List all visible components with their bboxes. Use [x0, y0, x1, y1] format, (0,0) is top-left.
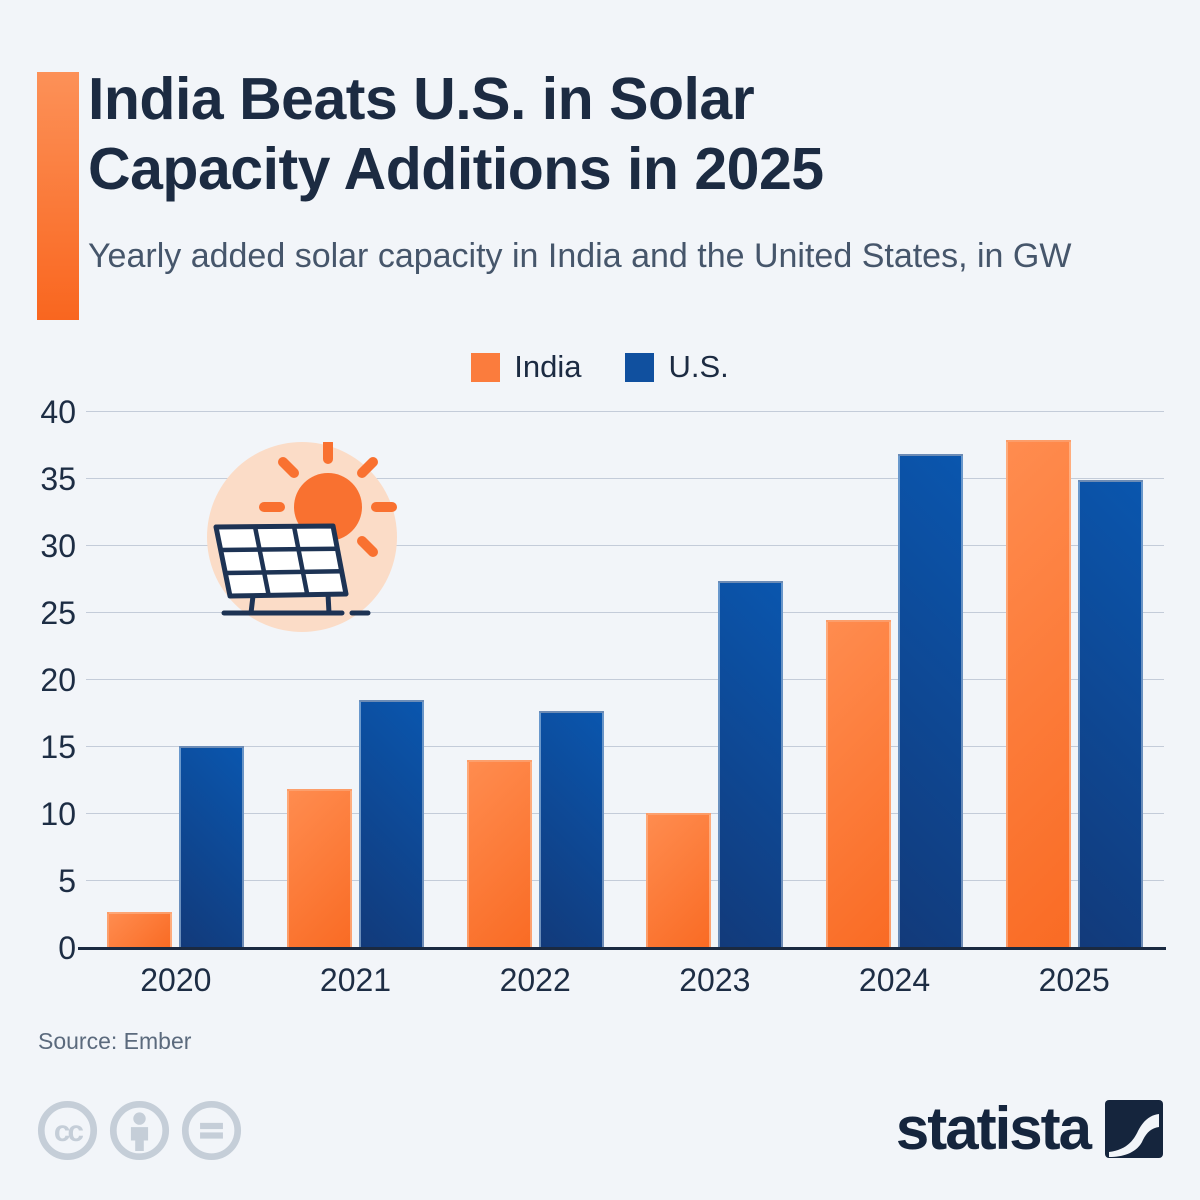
y-axis-tick-label-15: 15	[40, 729, 76, 765]
x-axis-tick-label-2020: 2020	[140, 962, 212, 998]
bar-us-2021	[359, 700, 424, 948]
gridline-5	[86, 880, 1164, 881]
bar-us-2025	[1077, 480, 1143, 948]
legend-label-india: India	[514, 349, 582, 384]
plot-area: 2020 2021 2022 2023 2024 2025	[78, 411, 1166, 998]
chart-legend: India U.S.	[0, 349, 1200, 385]
statista-logo-mark-icon	[1105, 1100, 1163, 1158]
bar-us-2023	[718, 580, 784, 948]
y-axis-tick-label-35: 35	[40, 461, 76, 497]
statista-wordmark: statista	[895, 1095, 1092, 1162]
x-axis-tick-label-2022: 2022	[499, 962, 571, 998]
cc-equal-sign-icon	[181, 1100, 242, 1161]
gridline-30	[86, 545, 1164, 546]
bar-india-2022	[466, 760, 532, 948]
y-axis-tick-label-20: 20	[40, 662, 76, 698]
bar-groups: 2020 2021 2022 2023 2024 2025	[86, 412, 1164, 998]
y-axis: 0 5 10 15 20 25 30 35 40	[0, 394, 76, 966]
bar-us-2024	[898, 453, 964, 948]
bar-us-2020	[179, 745, 245, 948]
x-axis-line	[78, 947, 1166, 950]
cc-icon: cc	[37, 1100, 98, 1161]
title-accent-bar	[37, 72, 79, 320]
x-axis-tick-label-2021: 2021	[319, 962, 392, 998]
us-swatch-icon	[625, 352, 655, 382]
bar-india-2025	[1005, 440, 1071, 948]
y-axis-tick-label-30: 30	[40, 528, 76, 564]
legend-label-us: U.S.	[668, 349, 729, 384]
source-text: Source: Ember	[38, 1028, 192, 1054]
bar-group-2024: 2024	[805, 412, 985, 998]
india-swatch-icon	[471, 352, 501, 382]
y-axis-tick-label-10: 10	[40, 796, 76, 832]
y-axis-tick-label-40: 40	[40, 394, 76, 430]
svg-text:cc: cc	[54, 1115, 84, 1148]
license-icons: cc	[37, 1100, 242, 1161]
gridline-15	[86, 746, 1164, 747]
bar-india-2024	[826, 619, 892, 948]
gridline-40	[86, 411, 1164, 412]
y-axis-tick-label-25: 25	[40, 595, 76, 631]
gridline-35	[86, 478, 1164, 479]
bar-group-2025: 2025	[984, 412, 1164, 998]
bar-group-2022: 2022	[445, 412, 625, 998]
gridline-25	[86, 612, 1164, 613]
cc-attribution-icon	[109, 1100, 170, 1161]
legend-item-india: India	[471, 349, 581, 385]
page-subtitle: Yearly added solar capacity in India and…	[88, 237, 1072, 275]
y-axis-tick-label-0: 0	[58, 930, 76, 966]
solar-panel-sun-icon	[207, 442, 397, 632]
statista-logo: statista	[895, 1095, 1163, 1162]
bar-india-2020	[107, 911, 173, 948]
x-axis-tick-label-2023: 2023	[679, 962, 751, 998]
bar-group-2020: 2020	[86, 412, 266, 998]
x-axis-tick-label-2024: 2024	[858, 962, 931, 998]
bar-us-2022	[538, 710, 604, 948]
page-title: India Beats U.S. in Solar Capacity Addit…	[88, 66, 824, 203]
bar-group-2021: 2021	[266, 412, 446, 998]
bar-india-2021	[287, 788, 352, 948]
y-axis-tick-label-5: 5	[58, 863, 76, 899]
gridline-20	[86, 679, 1164, 680]
bar-group-2023: 2023	[625, 412, 805, 998]
bar-india-2023	[646, 812, 712, 948]
gridline-10	[86, 813, 1164, 814]
legend-item-us: U.S.	[625, 349, 729, 385]
x-axis-tick-label-2025: 2025	[1038, 962, 1110, 998]
